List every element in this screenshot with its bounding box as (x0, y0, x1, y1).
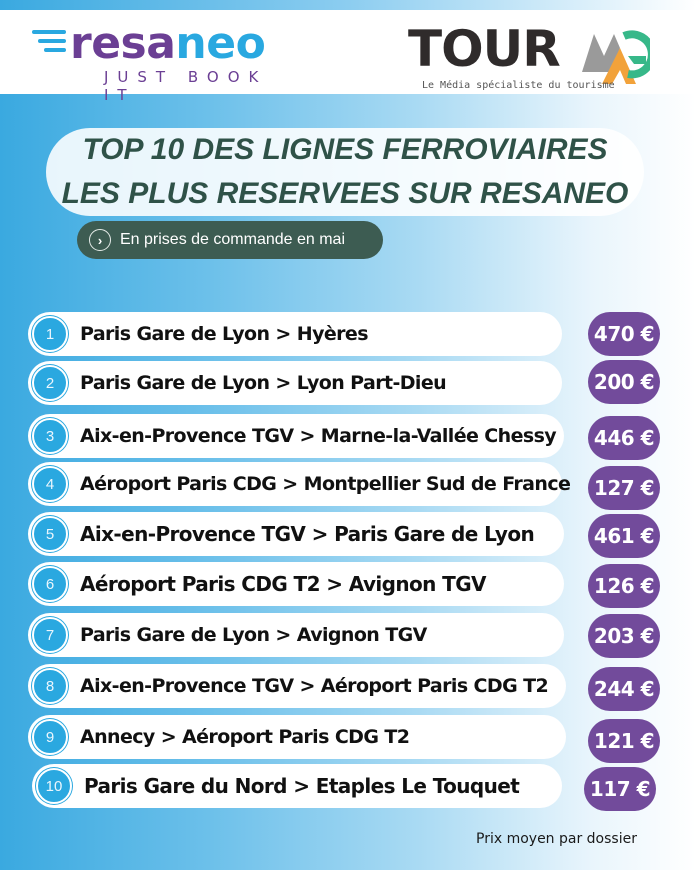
rank-badge: 9 (32, 719, 68, 755)
price-badge: 203 € (588, 614, 660, 658)
tourmag-wordmark: TOUR (408, 20, 561, 78)
row-bar (28, 613, 564, 657)
ranking-row: 10 Paris Gare du Nord > Etaples Le Touqu… (32, 764, 562, 808)
ranking-row: 5 Aix-en-Provence TGV > Paris Gare de Ly… (28, 512, 564, 556)
route-label: Paris Gare de Lyon > Lyon Part-Dieu (80, 372, 447, 394)
top-gradient-strip (0, 0, 696, 10)
tourmag-mag-mountains-icon (582, 30, 650, 84)
tourmag-tagline: Le Média spécialiste du tourisme (422, 80, 615, 91)
resaneo-tagline: JUST BOOK IT (104, 68, 268, 104)
route-label: Paris Gare de Lyon > Hyères (80, 323, 369, 345)
header-logos-band: resaneo JUST BOOK IT TOUR Le Média spéci… (0, 10, 696, 104)
resaneo-wordmark: resaneo (70, 18, 266, 69)
route-label: Aéroport Paris CDG > Montpellier Sud de … (80, 473, 571, 495)
tourmag-logo: TOUR Le Média spécialiste du tourisme (408, 20, 650, 92)
row-bar (32, 764, 562, 808)
page-title: TOP 10 DES LIGNES FERROVIAIRES LES PLUS … (40, 128, 650, 216)
speed-lines-icon (32, 30, 68, 60)
rank-badge: 5 (32, 516, 68, 552)
rank-badge: 10 (36, 768, 72, 804)
ranking-row: 6 Aéroport Paris CDG T2 > Avignon TGV (28, 562, 564, 606)
ranking-row: 7 Paris Gare de Lyon > Avignon TGV (28, 613, 564, 657)
route-label: Aix-en-Provence TGV > Marne-la-Vallée Ch… (80, 425, 557, 447)
subtitle-text: En prises de commande en mai (120, 231, 345, 248)
row-bar (28, 664, 566, 708)
title-line-2: LES PLUS RESERVEES SUR RESANEO (61, 177, 629, 210)
ranking-row: 2 Paris Gare de Lyon > Lyon Part-Dieu (28, 361, 562, 405)
subtitle-pill: › En prises de commande en mai (77, 221, 383, 259)
rank-badge: 6 (32, 566, 68, 602)
resaneo-logo: resaneo JUST BOOK IT (32, 20, 292, 104)
row-bar (28, 715, 566, 759)
price-badge: 127 € (588, 466, 660, 510)
ranking-row: 1 Paris Gare de Lyon > Hyères (28, 312, 562, 356)
row-bar (28, 361, 562, 405)
route-label: Annecy > Aéroport Paris CDG T2 (80, 726, 410, 748)
rank-badge: 2 (32, 365, 68, 401)
route-label: Aix-en-Provence TGV > Paris Gare de Lyon (80, 522, 535, 546)
rank-badge: 1 (32, 316, 68, 352)
resaneo-word-part2: neo (175, 18, 266, 69)
price-badge: 244 € (588, 667, 660, 711)
ranking-row: 3 Aix-en-Provence TGV > Marne-la-Vallée … (28, 414, 564, 458)
route-label: Paris Gare de Lyon > Avignon TGV (80, 624, 427, 646)
route-label: Aéroport Paris CDG T2 > Avignon TGV (80, 572, 486, 596)
row-bar (28, 462, 562, 506)
row-bar (28, 312, 562, 356)
chevron-right-circle-icon: › (89, 229, 111, 251)
resaneo-word-part1: resa (70, 18, 176, 69)
price-badge: 200 € (588, 360, 660, 404)
ranking-row: 8 Aix-en-Provence TGV > Aéroport Paris C… (28, 664, 566, 708)
title-line-1: TOP 10 DES LIGNES FERROVIAIRES (82, 133, 608, 166)
rank-badge: 4 (32, 466, 68, 502)
row-bar (28, 562, 564, 606)
price-badge: 446 € (588, 416, 660, 460)
row-bar (28, 414, 564, 458)
rank-badge: 7 (32, 617, 68, 653)
ranking-row: 4 Aéroport Paris CDG > Montpellier Sud d… (28, 462, 571, 506)
price-badge: 126 € (588, 564, 660, 608)
price-badge: 470 € (588, 312, 660, 356)
footnote: Prix moyen par dossier (476, 831, 637, 847)
route-label: Paris Gare du Nord > Etaples Le Touquet (84, 774, 520, 798)
price-badge: 121 € (588, 719, 660, 763)
route-label: Aix-en-Provence TGV > Aéroport Paris CDG… (80, 675, 549, 697)
ranking-row: 9 Annecy > Aéroport Paris CDG T2 (28, 715, 566, 759)
title-panel (46, 128, 644, 216)
rank-badge: 3 (32, 418, 68, 454)
price-badge: 461 € (588, 514, 660, 558)
rank-badge: 8 (32, 668, 68, 704)
row-bar (28, 512, 564, 556)
price-badge: 117 € (584, 767, 656, 811)
